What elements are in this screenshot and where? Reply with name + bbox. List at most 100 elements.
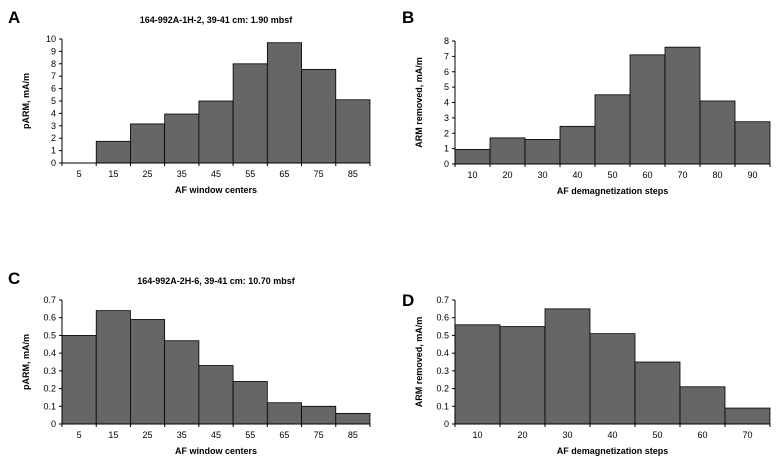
y-tick-label: 3 [51,121,56,131]
chart-panel-a: A 164-992A-1H-2, 39-41 cm: 1.90 mbsf 0 1 2 3 4… [8,8,371,195]
x-axis-label: AF window centers [175,185,257,195]
y-tick-label: 7 [444,51,449,61]
bar-40 [589,333,636,425]
y-tick-label: 0 [51,419,56,429]
bar-15 [95,310,131,425]
x-tick-label: 60 [642,170,652,180]
x-axis-label: AF window centers [175,446,257,456]
bar-55 [232,381,268,425]
x-tick-label: 15 [108,169,118,179]
y-tick-label: 0.7 [436,295,449,305]
bar-65 [266,42,302,164]
x-tick-label: 50 [607,170,617,180]
bar-10 [454,148,491,165]
panel-letter: B [402,8,414,27]
x-tick-label: 30 [562,430,572,440]
x-tick-label: 5 [77,430,82,440]
x-tick-label: 70 [677,170,687,180]
bar-75 [301,405,337,425]
y-tick-label: 0.3 [436,366,449,376]
x-tick-label: 65 [279,169,289,179]
y-tick-label: 0.6 [43,313,56,323]
y-tick-label: 9 [51,46,56,56]
x-tick-label: 55 [245,430,255,440]
bar-45 [198,100,234,164]
bar-25 [130,123,166,164]
bar-45 [198,365,234,425]
x-tick-label: 10 [472,430,482,440]
y-tick-label: 4 [444,98,449,108]
y-tick-label: 0.2 [436,384,449,394]
bar-40 [559,125,596,165]
y-tick-label: 0 [51,158,56,168]
x-axis-label: AF demagnetization steps [557,186,669,196]
bar-90 [734,121,771,165]
x-tick-label: 25 [143,430,153,440]
x-tick-label: 30 [537,170,547,180]
bar-35 [164,113,200,164]
y-tick-label: 0.4 [436,348,449,358]
x-tick-label: 75 [314,169,324,179]
x-tick-label: 90 [747,170,757,180]
y-tick-label: 5 [51,96,56,106]
y-tick-label: 6 [444,67,449,77]
x-tick-label: 50 [652,430,662,440]
y-axis-label: pARM, mA/m [21,334,31,390]
y-tick-label: 0.4 [43,348,56,358]
bar-30 [544,308,591,425]
y-axis-label: ARM removed, mA/m [414,57,424,148]
x-tick-label: 15 [108,430,118,440]
x-tick-label: 70 [742,430,752,440]
x-tick-label: 40 [607,430,617,440]
y-tick-label: 0 [444,419,449,429]
y-tick-label: 2 [51,133,56,143]
chart-panel-c: C 164-992A-2H-6, 39-41 cm: 10.70 mbsf 0 0.1… [8,269,371,456]
bar-10 [454,324,501,425]
bar-80 [699,100,736,165]
y-tick-label: 0 [444,159,449,169]
bar-60 [679,386,726,425]
y-tick-label: 8 [444,36,449,46]
panel-letter: D [402,291,414,310]
x-tick-label: 20 [517,430,527,440]
bar-60 [629,54,666,165]
bar-35 [164,340,200,425]
x-tick-label: 40 [572,170,582,180]
y-axis-label: pARM, mA/m [21,73,31,129]
y-tick-label: 5 [444,82,449,92]
bar-50 [634,361,681,425]
x-tick-label: 65 [279,430,289,440]
chart-panel-b: B 0 1 2 3 4 5 6 7 8 10 20 30 40 50 60 70 80 90 AF demagneti… [402,8,771,196]
panel-letter: A [8,8,20,27]
x-axis-label: AF demagnetization steps [557,446,669,456]
bar-30 [524,138,561,165]
bar-85 [335,99,371,164]
bar-75 [301,68,337,164]
bar-70 [664,46,701,165]
x-tick-label: 45 [211,169,221,179]
panel-letter: C [8,269,20,288]
x-tick-label: 85 [348,430,358,440]
x-tick-label: 10 [467,170,477,180]
y-tick-label: 0.6 [436,313,449,323]
y-tick-label: 2 [444,128,449,138]
bar-5 [61,335,97,425]
x-tick-label: 85 [348,169,358,179]
chart-title: 164-992A-2H-6, 39-41 cm: 10.70 mbsf [137,276,296,286]
y-tick-label: 0.1 [436,401,449,411]
bar-70 [724,407,771,425]
x-tick-label: 5 [77,169,82,179]
chart-panel-d: D 0 0.1 0.2 0.3 0.4 0.5 0.6 0.7 10 20 30 40 50 60 70 AF … [402,291,771,456]
y-axis-label: ARM removed, mA/m [414,317,424,408]
y-tick-label: 0.5 [436,330,449,340]
y-tick-label: 7 [51,71,56,81]
y-tick-label: 3 [444,113,449,123]
x-tick-label: 20 [502,170,512,180]
x-tick-label: 45 [211,430,221,440]
y-tick-label: 0.7 [43,295,56,305]
y-tick-label: 8 [51,59,56,69]
bar-85 [335,412,371,425]
y-tick-label: 0.3 [43,366,56,376]
bar-15 [95,140,131,164]
